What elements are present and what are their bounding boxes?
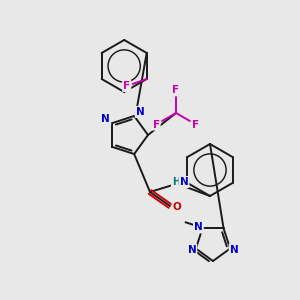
Text: N: N (136, 107, 145, 117)
Text: F: F (192, 119, 200, 130)
Text: H: H (172, 177, 180, 187)
Text: F: F (172, 85, 180, 95)
Text: N: N (180, 177, 188, 187)
Text: N: N (230, 244, 239, 255)
Text: F: F (152, 119, 160, 130)
Text: O: O (172, 202, 182, 212)
Text: N: N (101, 114, 110, 124)
Text: N: N (188, 244, 196, 255)
Text: N: N (194, 222, 203, 233)
Text: F: F (123, 81, 130, 91)
